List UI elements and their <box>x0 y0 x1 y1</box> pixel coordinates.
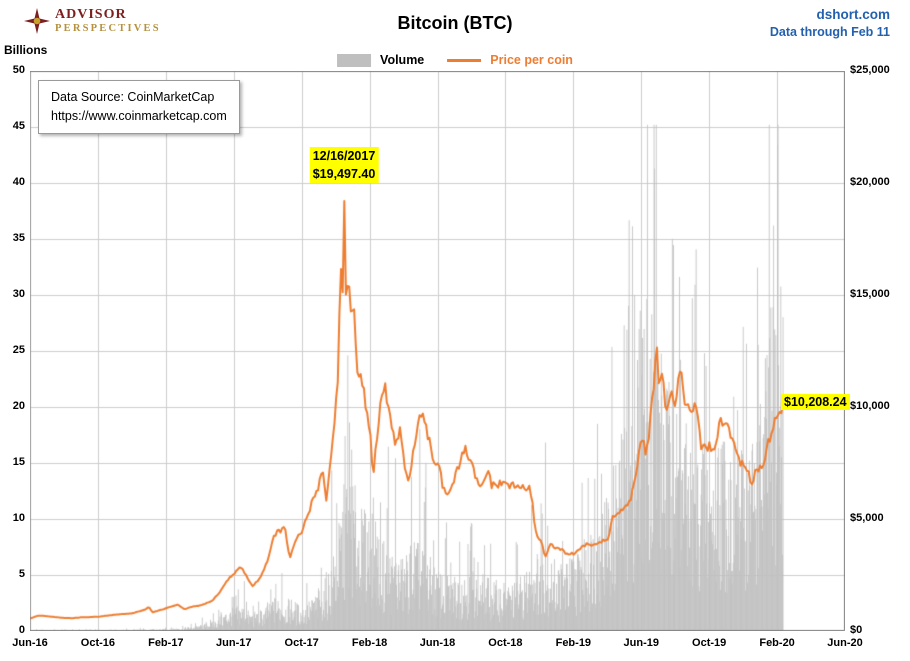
volume-legend-label: Volume <box>380 53 425 67</box>
chart-title: Bitcoin (BTC) <box>397 13 513 33</box>
y-axis-right-tick-label: $0 <box>850 624 863 636</box>
chart-legend: Volume Price per coin <box>337 53 573 67</box>
x-axis-tick-label: Jun-18 <box>419 637 456 649</box>
logo-perspectives-text: PERSPECTIVES <box>55 22 161 34</box>
x-axis-tick-label: Feb-19 <box>555 637 592 649</box>
price-volume-chart-canvas <box>30 71 845 631</box>
y-axis-left-tick-label: 40 <box>12 176 25 188</box>
advisor-perspectives-logo: ADVISOR PERSPECTIVES <box>24 7 161 34</box>
y-axis-right-tick-label: $5,000 <box>850 512 884 524</box>
x-axis-tick-label: Jun-19 <box>623 637 659 649</box>
x-axis-tick-label: Oct-19 <box>692 637 727 649</box>
price-legend-swatch <box>447 58 482 62</box>
site-credit: dshort.com Data through Feb 11 <box>770 7 890 39</box>
y-axis-right-tick-label: $25,000 <box>850 64 890 76</box>
x-axis-tick-label: Jun-16 <box>12 637 48 649</box>
data-through-label: Data through Feb 11 <box>769 25 890 39</box>
logo-advisor-text: ADVISOR <box>55 7 127 23</box>
x-axis-tick-label: Jun-20 <box>827 637 863 649</box>
y-axis-left-tick-label: 35 <box>12 232 25 244</box>
left-axis-unit-label: Billions <box>4 43 48 57</box>
x-axis-tick-label: Feb-18 <box>351 637 388 649</box>
y-axis-left-tick-label: 25 <box>12 344 25 356</box>
data-source-link[interactable]: https://www.coinmarketcap.com <box>51 108 227 123</box>
x-axis-tick-label: Feb-20 <box>759 637 795 649</box>
data-source-box: Data Source: CoinMarketCap https://www.c… <box>38 80 240 134</box>
y-axis-right-tick-label: $15,000 <box>850 288 890 300</box>
y-axis-left-tick-label: 45 <box>12 120 25 132</box>
peak-annotation: 12/16/2017 $19,497.40 <box>309 147 379 184</box>
y-axis-left-tick-label: 15 <box>12 456 25 468</box>
x-axis-tick-label: Jun-17 <box>216 637 252 649</box>
x-axis-tick-label: Feb-17 <box>148 637 184 649</box>
site-name: dshort.com <box>816 7 890 22</box>
compass-star-icon <box>24 8 50 34</box>
y-axis-left-tick-label: 10 <box>12 512 25 524</box>
peak-price-label: $19,497.40 <box>309 165 379 184</box>
plot-area <box>30 71 845 631</box>
x-axis-tick-label: Oct-17 <box>284 637 319 649</box>
x-axis-tick-label: Oct-18 <box>488 637 523 649</box>
y-axis-left-tick-label: 0 <box>18 624 25 636</box>
y-axis-left-tick-label: 50 <box>12 64 25 76</box>
last-price-label: $10,208.24 <box>781 394 850 410</box>
price-legend-label: Price per coin <box>490 53 573 67</box>
x-axis-tick-label: Oct-16 <box>80 637 116 649</box>
y-axis-left-tick-label: 30 <box>12 288 25 300</box>
volume-legend-swatch <box>337 53 372 67</box>
peak-date-label: 12/16/2017 <box>309 147 379 166</box>
y-axis-left-tick-label: 20 <box>12 400 25 412</box>
data-source-line1: Data Source: CoinMarketCap <box>51 90 215 104</box>
y-axis-right-tick-label: $10,000 <box>850 400 890 412</box>
y-axis-left-tick-label: 5 <box>18 568 25 580</box>
y-axis-right-tick-label: $20,000 <box>850 176 890 188</box>
